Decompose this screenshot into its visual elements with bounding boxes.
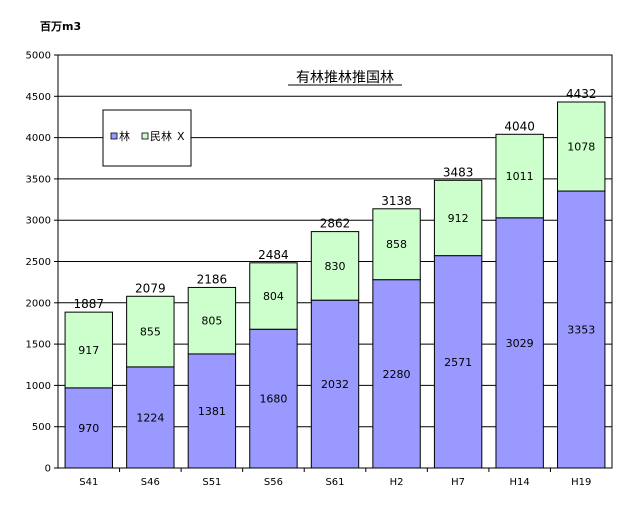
- bar-segment-series-2: [64, 311, 113, 389]
- legend-swatch-series-2: [141, 132, 149, 140]
- x-tick-label: H7: [451, 477, 465, 488]
- x-tick-label: S46: [141, 477, 160, 488]
- data-label-series-1: 2280: [383, 368, 411, 381]
- data-label-series-1: 2032: [321, 378, 349, 391]
- bar-segment-series-2: [126, 295, 175, 368]
- y-tick-label: 4000: [26, 133, 51, 144]
- y-tick-label: 3500: [26, 174, 51, 185]
- total-label: 3483: [443, 165, 474, 179]
- total-label: 2862: [320, 217, 351, 231]
- bar-segment-series-1: [187, 353, 237, 469]
- x-tick-label: S51: [202, 477, 221, 488]
- data-label-series-2: 830: [325, 260, 346, 273]
- total-label: 2186: [197, 272, 228, 286]
- bar-segment-series-1: [249, 328, 298, 469]
- total-label: 1887: [74, 297, 105, 311]
- total-label: 4432: [566, 87, 597, 101]
- data-label-series-1: 970: [78, 422, 99, 435]
- data-label-series-1: 1381: [198, 405, 226, 418]
- bar-segment-series-1: [64, 387, 113, 469]
- legend-label-series-1: 林: [119, 129, 130, 143]
- data-label-series-2: 855: [140, 326, 161, 339]
- bar-segment-series-2: [310, 231, 360, 301]
- data-label-series-1: 2571: [444, 356, 472, 369]
- total-label: 2484: [258, 248, 289, 262]
- data-label-series-1: 1680: [259, 393, 287, 406]
- x-tick-label: H14: [510, 477, 530, 488]
- y-tick-label: 1000: [26, 381, 51, 392]
- bar-segment-series-1: [126, 366, 175, 469]
- y-tick-label: 500: [32, 422, 51, 433]
- bar-segment-series-1: [372, 279, 421, 469]
- bars: 970 917 1887 1224 855 2079 1381 805 2186 1680 804 2…: [64, 87, 606, 469]
- data-label-series-2: 912: [448, 212, 469, 225]
- y-tick-label: 3000: [26, 216, 51, 227]
- bar-segment-series-2: [433, 179, 483, 257]
- y-tick-label: 0: [45, 464, 51, 475]
- data-label-series-2: 1011: [506, 170, 534, 183]
- data-label-series-1: 3353: [567, 324, 595, 337]
- chart-title: 有林推林推国林: [296, 70, 394, 86]
- y-tick-label: 2000: [26, 298, 51, 309]
- total-label: 3138: [381, 194, 412, 208]
- bar-segment-series-2: [557, 101, 606, 192]
- bar-segment-series-1: [557, 190, 606, 469]
- data-label-series-2: 917: [78, 344, 99, 357]
- bar-segment-series-2: [495, 133, 544, 219]
- x-tick-label: H2: [390, 477, 404, 488]
- legend-swatch-series-1: [110, 132, 118, 140]
- y-tick-label: 4500: [26, 92, 51, 103]
- y-tick-label: 5000: [26, 51, 51, 62]
- x-tick-label: S41: [79, 477, 98, 488]
- x-axis: S41 S46 S51 S56 S61 H2 H7 H14 H19: [79, 468, 591, 488]
- bar-segment-series-1: [310, 299, 360, 469]
- data-label-series-2: 858: [386, 238, 407, 251]
- data-label-series-1: 3029: [506, 337, 534, 350]
- legend-trailing-mark: X: [177, 130, 185, 143]
- y-axis-unit-label: 百万m3: [40, 20, 81, 33]
- data-label-series-2: 805: [201, 315, 222, 328]
- bar-segment-series-1: [433, 255, 483, 469]
- bar-segment-series-2: [187, 286, 237, 355]
- plot-border: [57, 54, 613, 469]
- plot-frame: [57, 54, 613, 469]
- data-label-series-2: 1078: [567, 141, 595, 154]
- total-label: 4040: [504, 119, 535, 133]
- total-label: 2079: [135, 281, 166, 295]
- legend-label-series-2: 民林: [150, 129, 172, 143]
- y-tick-label: 1500: [26, 340, 51, 351]
- y-tick-label: 2500: [26, 257, 51, 268]
- bar-segment-series-2: [372, 208, 421, 281]
- y-axis: 0 500 1000 1500 2000 2500 3000 3500 4000 4500 5000: [26, 51, 58, 475]
- legend: 林 民林 X: [102, 109, 192, 167]
- x-tick-label: H19: [571, 477, 591, 488]
- x-tick-label: S56: [264, 477, 283, 488]
- bar-segment-series-2: [249, 262, 298, 330]
- data-label-series-2: 804: [263, 290, 284, 303]
- data-label-series-1: 1224: [136, 411, 164, 424]
- x-tick-label: S61: [325, 477, 344, 488]
